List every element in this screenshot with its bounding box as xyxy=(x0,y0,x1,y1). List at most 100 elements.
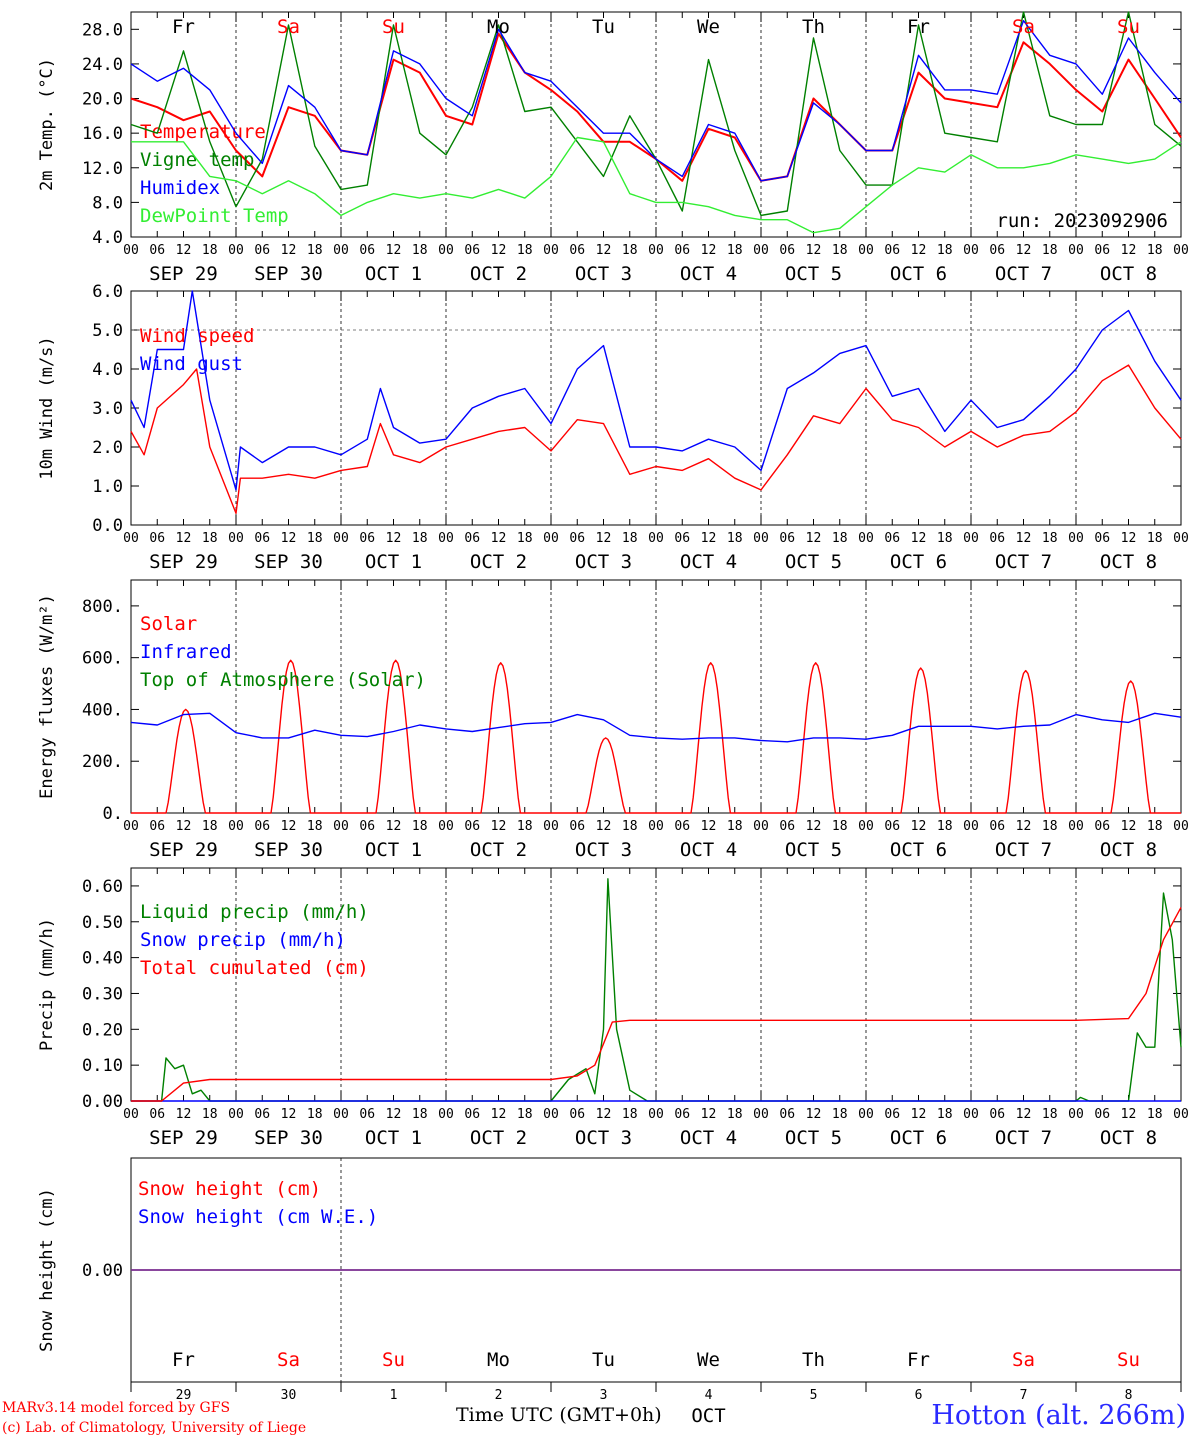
weekday-label: We xyxy=(697,16,720,38)
date-label: OCT 1 xyxy=(365,263,422,285)
date-label: OCT 8 xyxy=(1100,839,1157,861)
hour-tick-label: 18 xyxy=(412,243,428,258)
hour-tick-label: 00 xyxy=(858,819,874,834)
hour-tick-label: 18 xyxy=(832,819,848,834)
hour-tick-label: 12 xyxy=(491,819,507,834)
day-number-label: 3 xyxy=(600,1388,608,1403)
hour-tick-label: 18 xyxy=(202,819,218,834)
date-label: OCT 6 xyxy=(890,839,947,861)
weekday-label: Su xyxy=(1117,16,1140,38)
hour-tick-label: 06 xyxy=(464,819,480,834)
hour-tick-label: 06 xyxy=(884,243,900,258)
y-tick-label: 200. xyxy=(82,752,123,772)
hour-tick-label: 06 xyxy=(254,531,270,546)
series-line xyxy=(130,712,1182,743)
legend-entry: Wind speed xyxy=(140,325,254,347)
hour-tick-label: 18 xyxy=(517,243,533,258)
hour-tick-label: 18 xyxy=(832,531,848,546)
hour-tick-label: 12 xyxy=(806,1107,822,1122)
y-tick-label: 0.60 xyxy=(82,877,123,897)
date-label: OCT 2 xyxy=(470,551,527,573)
hour-tick-label: 06 xyxy=(884,531,900,546)
station-label: Hotton (alt. 266m) xyxy=(931,1400,1186,1431)
hour-tick-label: 18 xyxy=(727,531,743,546)
date-label: OCT 3 xyxy=(575,839,632,861)
day-number-label: 8 xyxy=(1125,1388,1133,1403)
y-tick-label: 4.0 xyxy=(92,228,123,248)
hour-tick-label: 00 xyxy=(228,243,244,258)
series-line xyxy=(131,878,1182,1102)
lab-credit: (c) Lab. of Climatology, University of L… xyxy=(2,1420,307,1436)
hour-tick-label: 12 xyxy=(176,243,192,258)
hour-tick-label: 12 xyxy=(491,1107,507,1122)
hour-tick-label: 12 xyxy=(806,243,822,258)
hour-tick-label: 00 xyxy=(1068,243,1084,258)
hour-tick-label: 00 xyxy=(543,1107,559,1122)
model-credit: MARv3.14 model forced by GFS xyxy=(2,1400,231,1416)
date-label: OCT 1 xyxy=(365,1127,422,1149)
weekday-label: Sa xyxy=(1012,1349,1035,1371)
hour-tick-label: 18 xyxy=(937,1107,953,1122)
hour-tick-label: 12 xyxy=(596,531,612,546)
y-tick-label: 16.0 xyxy=(82,124,123,144)
hour-tick-label: 00 xyxy=(1173,531,1189,546)
hour-tick-label: 12 xyxy=(701,819,717,834)
hour-tick-label: 00 xyxy=(648,819,664,834)
hour-tick-label: 00 xyxy=(438,531,454,546)
hour-tick-label: 00 xyxy=(858,243,874,258)
hour-tick-label: 18 xyxy=(1147,1107,1163,1122)
series-line xyxy=(130,290,1182,491)
date-label: SEP 29 xyxy=(149,1127,218,1149)
hour-tick-label: 18 xyxy=(832,1107,848,1122)
hour-tick-label: 00 xyxy=(333,1107,349,1122)
hour-tick-label: 06 xyxy=(464,531,480,546)
hour-tick-label: 12 xyxy=(1121,243,1137,258)
hour-tick-label: 00 xyxy=(123,819,139,834)
y-tick-label: 0.00 xyxy=(82,1261,123,1281)
hour-tick-label: 18 xyxy=(412,1107,428,1122)
hour-tick-label: 00 xyxy=(543,243,559,258)
hour-tick-label: 06 xyxy=(989,531,1005,546)
hour-tick-label: 12 xyxy=(386,819,402,834)
hour-tick-label: 06 xyxy=(674,1107,690,1122)
hour-tick-label: 06 xyxy=(1094,243,1110,258)
weekday-label: Tu xyxy=(592,1349,615,1371)
hour-tick-label: 18 xyxy=(517,531,533,546)
hour-tick-label: 12 xyxy=(176,531,192,546)
hour-tick-label: 12 xyxy=(806,819,822,834)
day-number-label: 5 xyxy=(810,1388,818,1403)
legend-entry: Solar xyxy=(140,613,197,635)
weekday-label: Su xyxy=(382,1349,405,1371)
date-label: OCT 3 xyxy=(575,1127,632,1149)
hour-tick-label: 12 xyxy=(911,531,927,546)
series-line xyxy=(130,364,1182,514)
hour-tick-label: 18 xyxy=(1147,243,1163,258)
hour-tick-label: 18 xyxy=(622,243,638,258)
hour-tick-label: 12 xyxy=(701,243,717,258)
hour-tick-label: 06 xyxy=(149,531,165,546)
y-tick-label: 2.0 xyxy=(92,438,123,458)
hour-tick-label: 18 xyxy=(727,1107,743,1122)
legend-entry: Infrared xyxy=(140,641,232,663)
weekday-label: Sa xyxy=(277,16,300,38)
y-tick-label: 28.0 xyxy=(82,20,123,40)
hour-tick-label: 18 xyxy=(1147,819,1163,834)
date-label: OCT 7 xyxy=(995,839,1052,861)
date-label: OCT 1 xyxy=(365,551,422,573)
hour-tick-label: 12 xyxy=(491,243,507,258)
y-tick-label: 20.0 xyxy=(82,90,123,110)
hour-tick-label: 06 xyxy=(359,531,375,546)
y-tick-label: 800. xyxy=(82,597,123,617)
y-axis-label: Precip (mm/h) xyxy=(37,918,57,1051)
y-tick-label: 4.0 xyxy=(92,360,123,380)
date-label: OCT 4 xyxy=(680,263,737,285)
hour-tick-label: 06 xyxy=(989,243,1005,258)
hour-tick-label: 00 xyxy=(228,1107,244,1122)
hour-tick-label: 12 xyxy=(281,819,297,834)
hour-tick-label: 06 xyxy=(674,819,690,834)
hour-tick-label: 18 xyxy=(937,819,953,834)
day-number-label: 2 xyxy=(495,1388,503,1403)
hour-tick-label: 00 xyxy=(438,243,454,258)
hour-tick-label: 12 xyxy=(1016,1107,1032,1122)
date-label: OCT 7 xyxy=(995,263,1052,285)
